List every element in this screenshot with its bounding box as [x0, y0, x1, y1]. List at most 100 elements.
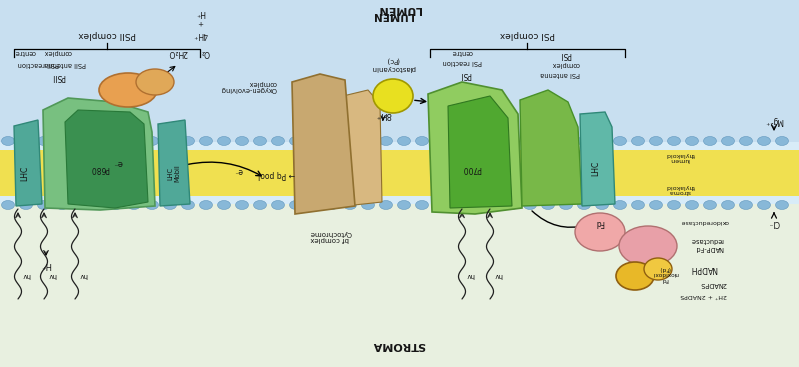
- Ellipse shape: [616, 262, 654, 290]
- Text: hv: hv: [466, 272, 475, 278]
- Text: complex: complex: [44, 49, 72, 55]
- Ellipse shape: [145, 200, 158, 210]
- Text: plastocyanin
(Pc): plastocyanin (Pc): [371, 57, 415, 71]
- Ellipse shape: [619, 226, 677, 266]
- Ellipse shape: [595, 200, 609, 210]
- Ellipse shape: [644, 258, 672, 280]
- Ellipse shape: [614, 200, 626, 210]
- Ellipse shape: [217, 137, 230, 145]
- Text: Fd
nioxidoxi
(Fd): Fd nioxidoxi (Fd): [652, 266, 678, 282]
- Text: 2NADPS: 2NADPS: [700, 281, 727, 287]
- Text: PSII: PSII: [51, 73, 65, 81]
- Ellipse shape: [361, 137, 375, 145]
- Ellipse shape: [164, 200, 177, 210]
- Ellipse shape: [542, 137, 555, 145]
- Text: +: +: [197, 19, 203, 25]
- Ellipse shape: [19, 200, 33, 210]
- Text: hv: hv: [48, 272, 56, 278]
- Ellipse shape: [397, 137, 411, 145]
- Ellipse shape: [650, 137, 662, 145]
- Ellipse shape: [776, 200, 789, 210]
- Text: complex: complex: [551, 61, 579, 67]
- Polygon shape: [14, 120, 42, 206]
- Text: LHC: LHC: [21, 166, 30, 181]
- Text: PSI complex: PSI complex: [499, 30, 555, 40]
- Ellipse shape: [253, 137, 267, 145]
- Text: NADPH: NADPH: [690, 265, 718, 273]
- Text: centre: centre: [14, 49, 36, 55]
- Text: hv: hv: [494, 272, 503, 278]
- Ellipse shape: [686, 137, 698, 145]
- Text: H⁺: H⁺: [195, 7, 205, 17]
- Ellipse shape: [415, 137, 428, 145]
- Ellipse shape: [289, 200, 303, 210]
- Ellipse shape: [740, 137, 753, 145]
- Ellipse shape: [523, 200, 536, 210]
- Ellipse shape: [128, 200, 141, 210]
- Text: oxidoreductase: oxidoreductase: [680, 219, 729, 225]
- Ellipse shape: [145, 137, 158, 145]
- Text: LHC
Mobil: LHC Mobil: [168, 164, 181, 182]
- Text: lumen
thylakoid: lumen thylakoid: [666, 152, 694, 163]
- Ellipse shape: [217, 200, 230, 210]
- Text: 4H⁺: 4H⁺: [193, 29, 208, 39]
- Ellipse shape: [200, 137, 213, 145]
- Ellipse shape: [487, 137, 500, 145]
- Text: Mg²⁺: Mg²⁺: [765, 116, 783, 124]
- Ellipse shape: [776, 137, 789, 145]
- Ellipse shape: [575, 213, 625, 251]
- Ellipse shape: [523, 137, 536, 145]
- Text: Cl⁻: Cl⁻: [769, 218, 780, 226]
- Ellipse shape: [415, 200, 428, 210]
- Ellipse shape: [128, 137, 141, 145]
- Text: 8H⁺: 8H⁺: [375, 109, 392, 119]
- Ellipse shape: [2, 137, 14, 145]
- Ellipse shape: [757, 200, 770, 210]
- Ellipse shape: [721, 137, 734, 145]
- Text: PSII antenna: PSII antenna: [44, 61, 85, 67]
- Bar: [0, 150, 799, 196]
- Ellipse shape: [721, 200, 734, 210]
- Ellipse shape: [380, 137, 392, 145]
- Ellipse shape: [55, 137, 69, 145]
- Ellipse shape: [757, 137, 770, 145]
- Ellipse shape: [470, 200, 483, 210]
- Ellipse shape: [272, 137, 284, 145]
- Polygon shape: [158, 120, 190, 206]
- Text: PSII complex: PSII complex: [78, 30, 136, 40]
- Polygon shape: [428, 82, 522, 214]
- Ellipse shape: [703, 137, 717, 145]
- Text: STROMA: STROMA: [372, 340, 426, 350]
- Ellipse shape: [38, 200, 50, 210]
- Text: PSI antenna: PSI antenna: [540, 71, 580, 77]
- Ellipse shape: [344, 200, 356, 210]
- Ellipse shape: [325, 137, 339, 145]
- Bar: [0, 0, 799, 142]
- Ellipse shape: [344, 137, 356, 145]
- Ellipse shape: [451, 200, 464, 210]
- Ellipse shape: [136, 69, 174, 95]
- Ellipse shape: [686, 200, 698, 210]
- Polygon shape: [65, 110, 148, 208]
- Text: PSI: PSI: [459, 69, 471, 79]
- Text: PSII reaction: PSII reaction: [18, 61, 58, 67]
- Text: LUMEN: LUMEN: [372, 10, 414, 20]
- Ellipse shape: [667, 200, 681, 210]
- Ellipse shape: [631, 200, 645, 210]
- Polygon shape: [580, 112, 615, 206]
- Text: PSI: PSI: [559, 50, 570, 58]
- Ellipse shape: [434, 200, 447, 210]
- Ellipse shape: [506, 200, 519, 210]
- Ellipse shape: [434, 137, 447, 145]
- Ellipse shape: [74, 137, 86, 145]
- Text: P700: P700: [463, 164, 482, 172]
- Ellipse shape: [181, 200, 194, 210]
- Ellipse shape: [92, 200, 105, 210]
- Text: LHC: LHC: [591, 160, 601, 176]
- Ellipse shape: [2, 200, 14, 210]
- Ellipse shape: [650, 200, 662, 210]
- Ellipse shape: [740, 200, 753, 210]
- Ellipse shape: [308, 200, 320, 210]
- Text: Fd: Fd: [595, 218, 605, 226]
- Ellipse shape: [380, 200, 392, 210]
